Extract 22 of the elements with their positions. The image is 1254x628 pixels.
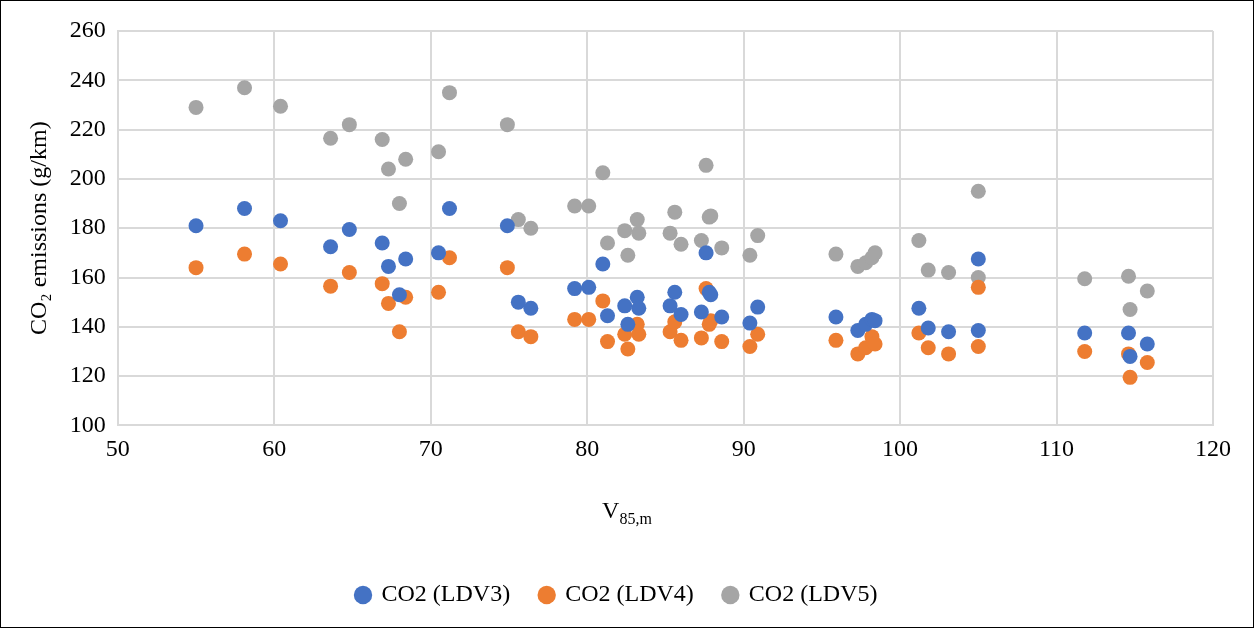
y-tick-label: 260	[69, 16, 106, 43]
x-axis-title: V$_{85,m}$	[601, 497, 653, 529]
legend-label: CO2 (LDV4)	[565, 580, 694, 607]
y-tick-label: 220	[69, 114, 106, 141]
y-tick-label: 180	[69, 213, 106, 240]
y-tick-label: 100	[69, 410, 106, 437]
x-tick-label: 80	[575, 435, 600, 462]
legend-label: CO2 (LDV5)	[748, 580, 878, 607]
y-tick-label: 240	[69, 65, 106, 92]
y-tick-label: 200	[69, 164, 106, 191]
x-tick-label: 60	[262, 435, 287, 462]
x-tick-label: 50	[105, 435, 130, 462]
y-axis-title: CO₂ emissions (g/km)	[24, 121, 51, 336]
legend-label: CO2 (LDV3)	[381, 580, 511, 607]
x-tick-label: 120	[1195, 435, 1231, 462]
y-tick-label: 120	[69, 361, 106, 388]
x-tick-label: 100	[882, 435, 919, 462]
y-tick-label: 160	[69, 262, 106, 289]
x-tick-label: 90	[731, 435, 756, 462]
x-tick-label: 110	[1038, 435, 1075, 462]
x-tick-label: 70	[418, 435, 443, 462]
y-tick-label: 140	[69, 312, 106, 339]
